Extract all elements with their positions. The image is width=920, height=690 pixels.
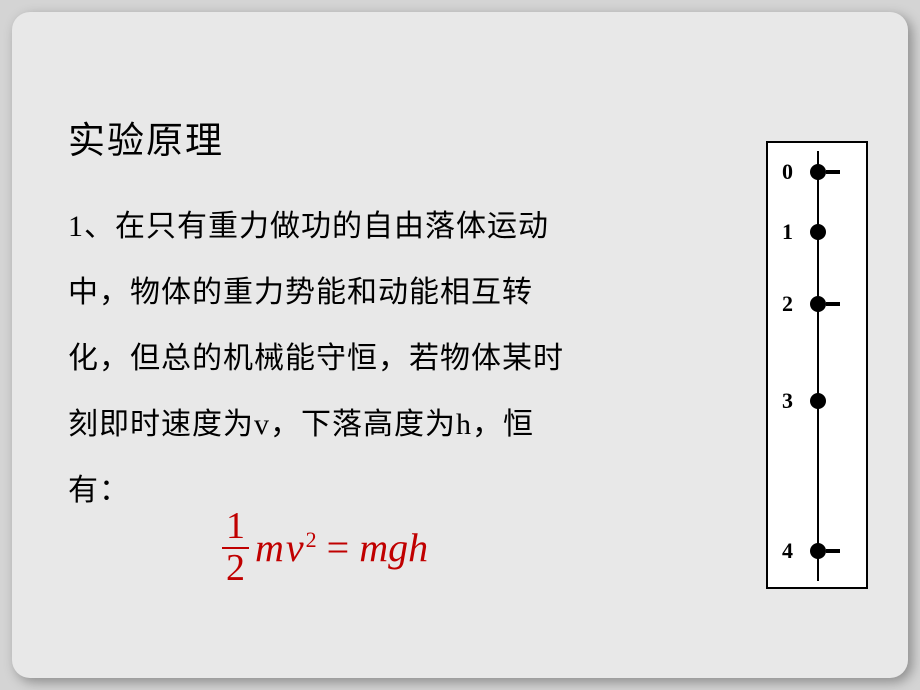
tick-label: 1 xyxy=(782,219,793,245)
tick-dot-icon xyxy=(810,296,826,312)
var-v: v xyxy=(286,524,304,571)
tick-dash-icon xyxy=(826,302,840,306)
tape-line xyxy=(817,151,819,581)
tick-label: 3 xyxy=(782,388,793,414)
fraction-denominator: 2 xyxy=(222,549,249,589)
equation: 1 2 m v 2 = mgh xyxy=(222,507,428,589)
lhs-term: m v 2 xyxy=(255,524,317,571)
fraction-numerator: 1 xyxy=(222,507,249,547)
rhs-term: mgh xyxy=(359,524,428,571)
tick-dot-icon xyxy=(810,224,826,240)
heading: 实验原理 xyxy=(68,110,224,164)
tick-label: 0 xyxy=(782,159,793,185)
body-paragraph: 1、在只有重力做功的自由落体运动中，物体的重力势能和动能相互转化，但总的机械能守… xyxy=(68,194,568,524)
tick-row: 3 xyxy=(768,390,866,412)
tick-dash-icon xyxy=(826,170,840,174)
tick-label: 2 xyxy=(782,291,793,317)
tick-row: 1 xyxy=(768,221,866,243)
tick-dot-icon xyxy=(810,393,826,409)
fraction: 1 2 xyxy=(222,507,249,589)
var-m: m xyxy=(255,524,284,571)
tick-row: 2 xyxy=(768,293,866,315)
exponent: 2 xyxy=(306,527,317,553)
equals-sign: = xyxy=(327,524,350,571)
tick-row: 4 xyxy=(768,540,866,562)
tick-dot-icon xyxy=(810,164,826,180)
tape-diagram: 0 1 2 3 4 xyxy=(766,141,868,589)
slide: 实验原理 1、在只有重力做功的自由落体运动中，物体的重力势能和动能相互转化，但总… xyxy=(12,12,908,678)
tick-row: 0 xyxy=(768,161,866,183)
tick-label: 4 xyxy=(782,538,793,564)
tick-dot-icon xyxy=(810,543,826,559)
tick-dash-icon xyxy=(826,549,840,553)
